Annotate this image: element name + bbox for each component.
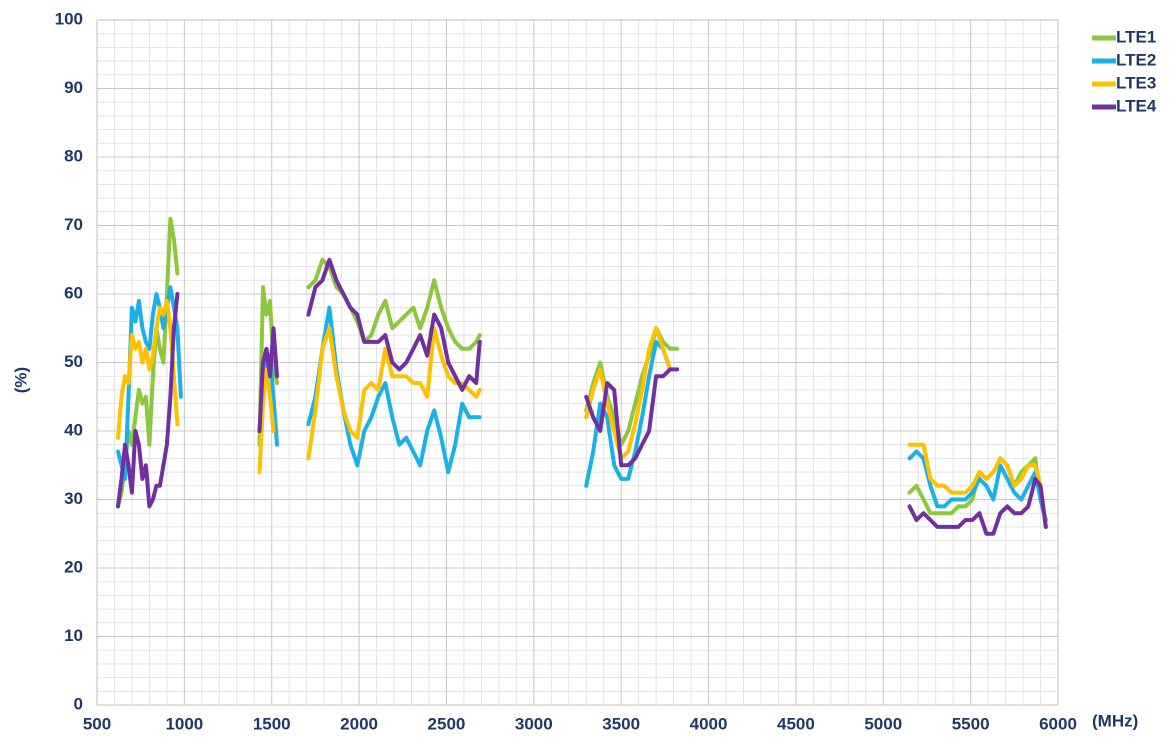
- legend-label: LTE1: [1116, 27, 1156, 46]
- y-tick-label: 70: [64, 215, 83, 234]
- y-tick-label: 100: [55, 9, 83, 28]
- series-line: [116, 257, 1048, 536]
- legend-label: LTE3: [1116, 73, 1156, 92]
- x-tick-label: 5500: [952, 714, 990, 733]
- y-axis-label: (%): [11, 367, 30, 393]
- y-tick-label: 20: [64, 557, 83, 576]
- x-tick-label: 1500: [253, 714, 291, 733]
- legend-label: LTE4: [1116, 96, 1157, 115]
- y-tick-label: 90: [64, 78, 83, 97]
- x-tick-label: 4000: [690, 714, 728, 733]
- plot-frame: [96, 19, 1059, 706]
- x-tick-label: 4500: [777, 714, 815, 733]
- y-tick-label: 0: [74, 694, 83, 713]
- y-tick-label: 80: [64, 146, 83, 165]
- x-tick-label: 1000: [165, 714, 203, 733]
- series-line: [116, 216, 1048, 522]
- x-tick-label: 3000: [515, 714, 553, 733]
- series-line: [116, 298, 1048, 529]
- x-axis-label: (MHz): [1092, 711, 1138, 730]
- x-tick-label: 5000: [864, 714, 902, 733]
- y-tick-label: 50: [64, 352, 83, 371]
- x-tick-label: 2500: [428, 714, 466, 733]
- x-tick-label: 3500: [602, 714, 640, 733]
- legend-label: LTE2: [1116, 50, 1156, 69]
- y-tick-label: 60: [64, 283, 83, 302]
- x-tick-label: 2000: [340, 714, 378, 733]
- y-tick-label: 10: [64, 626, 83, 645]
- y-tick-label: 40: [64, 420, 83, 439]
- x-tick-label: 500: [83, 714, 111, 733]
- x-tick-label: 6000: [1039, 714, 1077, 733]
- y-tick-label: 30: [64, 489, 83, 508]
